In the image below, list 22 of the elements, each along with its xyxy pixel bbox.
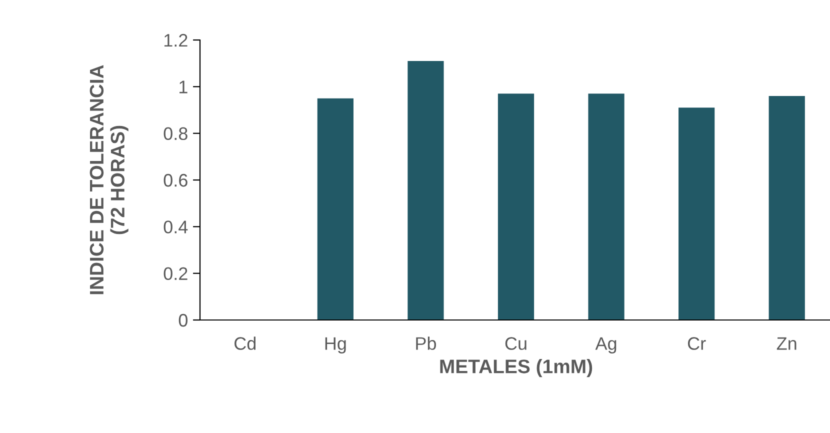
y-axis-title: INDICE DE TOLERANCIA (72 HORAS) (90, 65, 128, 294)
bar (498, 94, 534, 320)
bar (588, 94, 624, 320)
bar (317, 98, 354, 320)
y-tick-label: 0.2 (164, 267, 188, 280)
bar (678, 108, 715, 320)
y-tick-label: 1 (180, 80, 188, 94)
x-axis-title: METALES (1mM) (440, 359, 592, 378)
bar (768, 96, 805, 320)
x-tick-label: Pb (416, 336, 436, 350)
y-tick-label: 0 (178, 314, 188, 327)
x-tick-label: Cd (234, 336, 256, 350)
x-tick-label: Ag (595, 337, 616, 354)
y-tick-label: 0.4 (164, 220, 188, 234)
y-tick-label: 0.6 (164, 174, 188, 187)
y-tick-label: 0.8 (164, 127, 188, 140)
bar (408, 61, 444, 320)
x-tick-label: Cr (688, 337, 706, 350)
y-tick-label: 1.2 (164, 34, 188, 47)
x-tick-label: Cu (505, 337, 526, 350)
x-tick-label: Hg (325, 337, 346, 354)
x-tick-label: Zn (776, 337, 796, 350)
